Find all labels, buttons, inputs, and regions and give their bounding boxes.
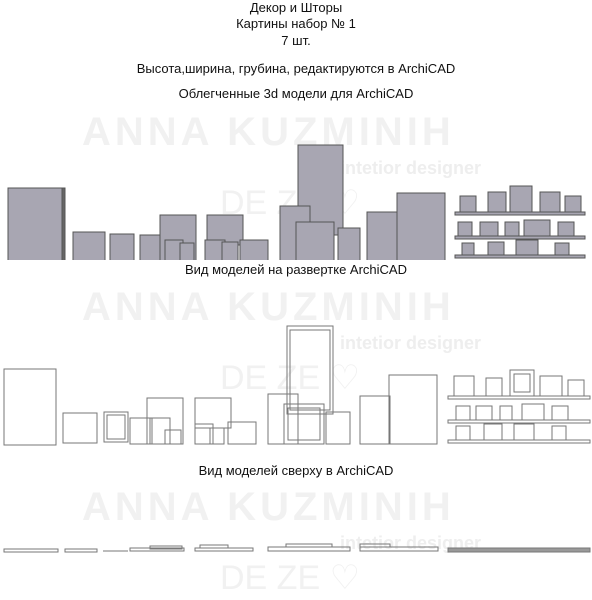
title-line-3: 7 шт. [281, 33, 311, 48]
top-view [3, 543, 591, 553]
frame [485, 377, 503, 397]
frame [109, 233, 135, 260]
plan-item-5b [199, 544, 229, 549]
picture-set-5 [279, 144, 361, 260]
elevation-set-6 [359, 374, 438, 445]
frame [475, 405, 493, 421]
frame [551, 425, 567, 441]
frame [513, 423, 535, 441]
frame [194, 423, 214, 445]
frame-edge [61, 187, 66, 260]
frame [72, 231, 106, 260]
frame [239, 239, 269, 260]
frame [554, 242, 570, 256]
shelf [454, 235, 586, 240]
elevation-set-5 [267, 325, 351, 445]
frame [221, 241, 239, 260]
shelf [447, 439, 591, 444]
frame [551, 405, 569, 421]
plan-item-7 [359, 546, 439, 552]
frame [539, 375, 563, 397]
frame [62, 412, 98, 444]
frame [453, 375, 475, 397]
elevation-set-4 [194, 397, 257, 445]
frame [295, 221, 335, 260]
frame [359, 395, 391, 445]
picture-set-1 [7, 187, 66, 260]
shelf [454, 254, 586, 259]
frame [388, 374, 438, 445]
frame [564, 195, 582, 213]
frame [286, 325, 334, 415]
frame [487, 191, 507, 213]
picture-set-7 [454, 185, 586, 259]
frame [3, 368, 57, 446]
elevation-set-1 [3, 368, 57, 446]
frame [567, 379, 585, 397]
picture-set-3 [139, 214, 197, 260]
elevation-set-7 [447, 369, 591, 444]
picture-set-4 [204, 214, 269, 260]
description-line-1: Высота,ширина, грубина, редактируются в … [136, 61, 456, 76]
elevation-set-3 [129, 397, 184, 445]
frame [455, 425, 471, 441]
frame [366, 211, 400, 260]
frame [209, 427, 225, 445]
frame [7, 187, 66, 260]
frame [504, 221, 520, 237]
frame [483, 423, 503, 441]
picture-set-2 [72, 231, 135, 260]
frame [139, 234, 163, 260]
top-view-caption: Вид моделей сверху в ArchiCAD [198, 463, 394, 478]
frame [539, 191, 561, 213]
title-line-2: Картины набор № 1 [236, 16, 356, 31]
shelf [447, 395, 591, 400]
plan-item-6 [267, 546, 351, 552]
frame [459, 195, 477, 213]
frame-inner [287, 407, 321, 441]
3d-models-preview [7, 144, 586, 260]
frame [396, 192, 446, 260]
shelf [454, 211, 586, 216]
frame [164, 429, 182, 445]
plan-item-1 [3, 548, 59, 553]
watermark-name: ANNA KUZMINIH [82, 485, 455, 529]
frame [461, 242, 475, 256]
description-line-2: Облегченные 3d модели для ArchiCAD [178, 86, 414, 101]
plan-item-4 [129, 547, 185, 552]
frame [515, 239, 539, 256]
plan-item-7b [359, 543, 391, 548]
frame [325, 411, 351, 445]
plan-item-6b [285, 543, 333, 548]
title-line-1: Декор и Шторы [249, 0, 343, 15]
plan-item-8 [447, 547, 591, 553]
frame-inner [106, 414, 126, 440]
frame [523, 219, 551, 237]
frame [129, 417, 153, 445]
frame [499, 405, 513, 421]
frame [337, 227, 361, 260]
frame [521, 403, 545, 421]
elevation-set-2 [62, 411, 129, 444]
frame [479, 221, 499, 237]
shelf [447, 419, 591, 424]
plan-item-2 [64, 548, 98, 553]
elevation-view [3, 325, 591, 446]
frame [487, 241, 505, 256]
frame [103, 411, 129, 443]
frame [227, 421, 257, 445]
frame [283, 403, 325, 445]
frame [455, 405, 471, 421]
frame [267, 393, 299, 445]
plan-item-4b [149, 545, 183, 550]
frame [509, 185, 533, 213]
frame-inner [513, 373, 531, 393]
frame [179, 242, 195, 260]
frame [149, 417, 171, 445]
picture-set-6 [366, 192, 446, 260]
frame [457, 221, 473, 237]
frame [557, 221, 575, 237]
frame-inner [289, 329, 331, 411]
elevation-caption: Вид моделей на развертке ArchiCAD [184, 262, 407, 277]
